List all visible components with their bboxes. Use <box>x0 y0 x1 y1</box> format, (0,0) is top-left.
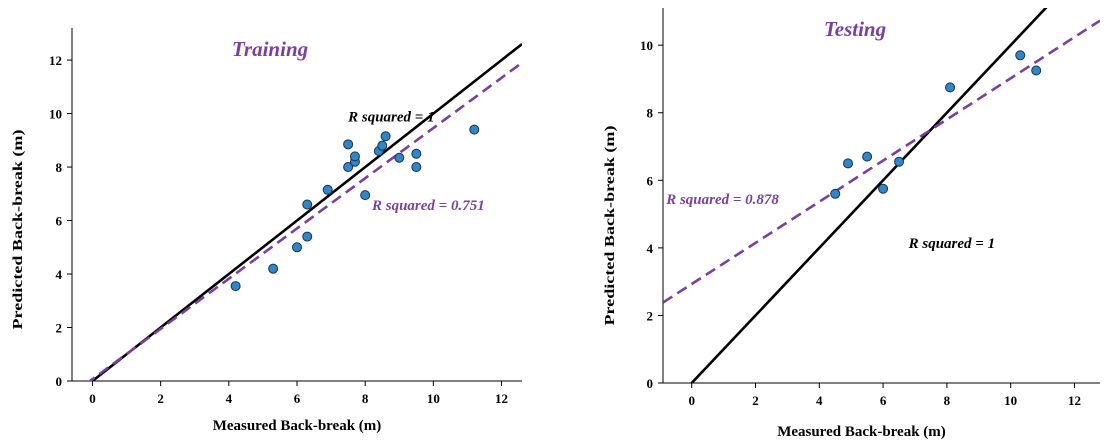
x-tick-label: 6 <box>294 391 301 406</box>
fit-line-dashed <box>87 61 522 381</box>
data-point <box>1015 50 1026 61</box>
x-tick-label: 0 <box>688 393 695 408</box>
y-axis-label: Predicted Back-break (m) <box>11 129 26 329</box>
data-point <box>292 242 302 253</box>
y-tick-label: 4 <box>647 241 654 256</box>
y-tick-label: 6 <box>647 173 654 188</box>
x-tick-label: 4 <box>226 391 233 406</box>
x-axis-label: Measured Back-break (m) <box>777 424 946 440</box>
x-tick-label: 6 <box>880 393 887 408</box>
y-tick-label: 10 <box>640 38 653 53</box>
y-axis-label: Predicted Back-break (m) <box>603 125 618 325</box>
fit-line-label: R squared = 0.751 <box>371 198 485 214</box>
x-tick-label: 8 <box>944 393 951 408</box>
x-tick-label: 12 <box>495 391 508 406</box>
x-tick-label: 10 <box>427 391 440 406</box>
chart-panel-0: 0 2 4 6 8 10 12 0 2 4 6 8 10 12 R squared = 1 R squared… <box>11 28 522 434</box>
data-point <box>302 231 313 242</box>
chart-panel-1: 0 2 4 6 8 10 12 0 2 4 6 8 10 R squared = 1 R squared =… <box>603 8 1100 440</box>
fit-line-dashed <box>663 19 1100 304</box>
data-point <box>469 124 480 135</box>
y-tick-label: 2 <box>56 321 63 336</box>
identity-line-label: R squared = 1 <box>908 236 995 252</box>
data-point <box>343 139 354 150</box>
x-tick-label: 4 <box>816 393 823 408</box>
data-point <box>380 131 391 142</box>
fit-lines <box>663 8 1100 383</box>
chart-title: Testing <box>824 17 886 41</box>
y-tick-label: 12 <box>49 53 62 68</box>
data-point <box>945 82 956 93</box>
identity-line <box>90 43 522 381</box>
data-point <box>230 281 241 292</box>
data-point <box>411 148 422 159</box>
x-tick-label: 2 <box>157 391 164 406</box>
identity-line-label: R squared = 1 <box>347 110 434 126</box>
data-point <box>843 158 854 169</box>
fit-lines <box>87 43 522 381</box>
x-tick-label: 10 <box>1004 393 1017 408</box>
data-point <box>268 263 279 274</box>
x-tick-label: 8 <box>362 391 369 406</box>
y-tick-label: 8 <box>56 160 63 175</box>
x-tick-label: 0 <box>89 391 96 406</box>
data-point <box>377 140 388 151</box>
identity-line <box>689 8 1048 383</box>
data-point <box>302 199 313 210</box>
data-point <box>830 188 841 199</box>
data-point <box>343 162 354 173</box>
x-axis-label: Measured Back-break (m) <box>213 418 382 434</box>
data-point <box>360 190 371 201</box>
fit-line-label: R squared = 0.878 <box>665 192 779 208</box>
data-point <box>1031 65 1042 76</box>
data-point <box>411 162 422 173</box>
y-tick-label: 2 <box>647 308 654 323</box>
data-point <box>394 152 405 163</box>
data-point <box>894 156 905 167</box>
y-tick-label: 8 <box>647 106 654 121</box>
y-tick-label: 4 <box>56 267 63 282</box>
data-point <box>349 151 360 162</box>
y-tick-label: 10 <box>49 107 62 122</box>
data-point <box>862 151 873 162</box>
data-point <box>322 184 333 195</box>
chart-title: Training <box>232 37 308 61</box>
y-tick-label: 0 <box>56 374 63 389</box>
x-tick-label: 2 <box>752 393 759 408</box>
data-point <box>878 183 889 194</box>
y-tick-label: 6 <box>56 214 63 229</box>
y-tick-label: 0 <box>647 376 654 391</box>
x-tick-label: 12 <box>1068 393 1081 408</box>
